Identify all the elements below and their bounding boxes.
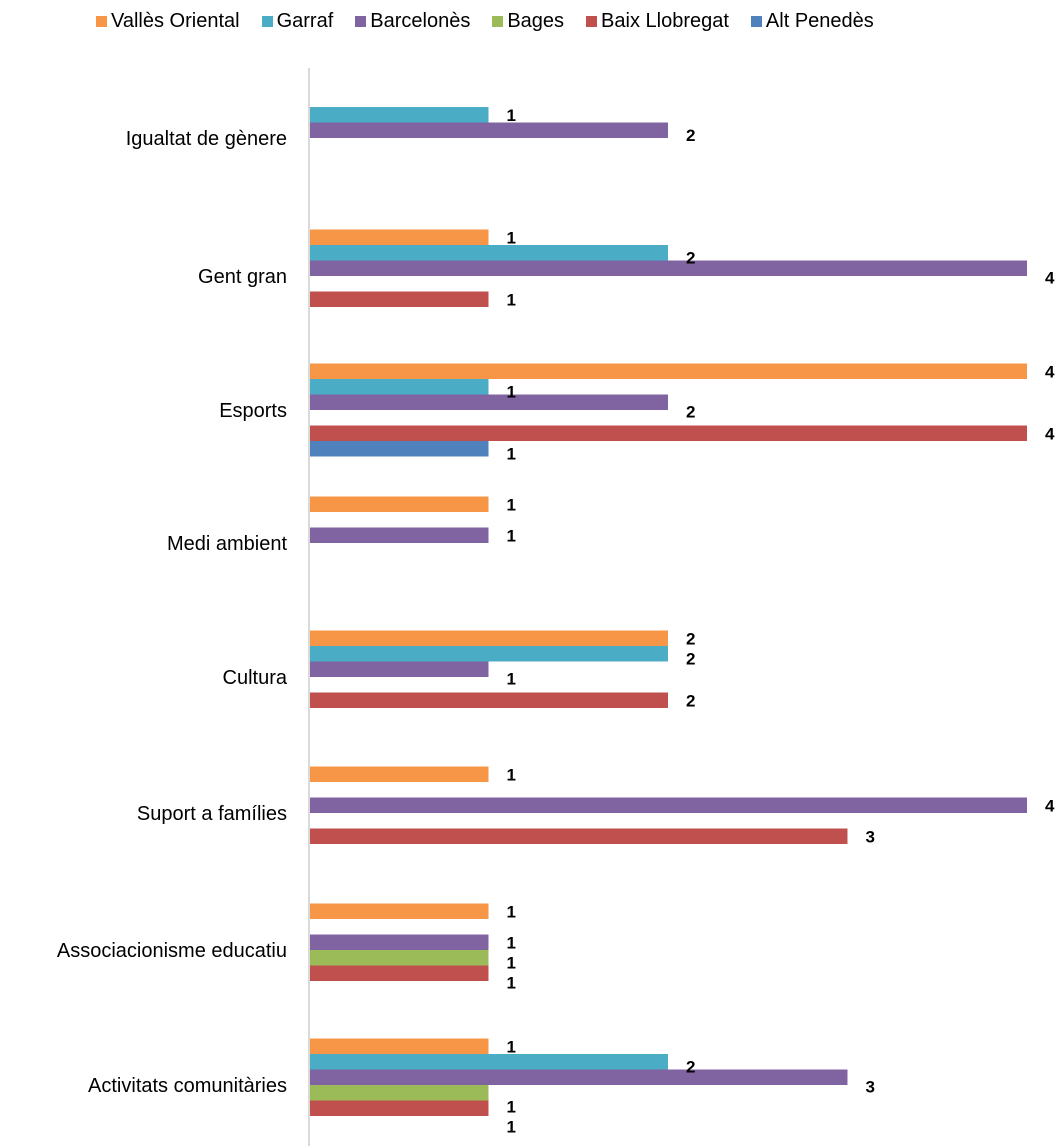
bar — [310, 229, 489, 245]
category-label: Activitats comunitàries — [88, 1075, 287, 1097]
data-label: 1 — [507, 902, 516, 921]
legend: Vallès Oriental Garraf Barcelonès Bages Baix… — [96, 6, 1056, 36]
data-label: 2 — [686, 649, 695, 668]
legend-item: Bages — [492, 10, 564, 33]
data-label: 1 — [507, 495, 516, 514]
bar — [310, 363, 1027, 379]
bar — [310, 245, 668, 261]
data-label: 4 — [1045, 268, 1055, 287]
bar — [310, 950, 489, 966]
data-label: 2 — [686, 248, 695, 267]
legend-item: Alt Penedès — [750, 9, 874, 33]
bar — [310, 692, 668, 708]
bar — [310, 766, 489, 782]
data-label: 1 — [507, 669, 516, 688]
legend-swatch — [586, 15, 598, 27]
category-label: Medi ambient — [167, 533, 288, 555]
legend-label: Barcelonès — [370, 9, 471, 32]
legend-swatch — [355, 15, 367, 27]
bar — [310, 630, 668, 646]
legend-label: Alt Penedès — [765, 9, 874, 32]
bar — [310, 903, 489, 919]
category-label: Cultura — [223, 667, 288, 689]
data-label: 1 — [507, 382, 516, 401]
bar — [310, 965, 489, 981]
bar — [310, 1069, 848, 1085]
bar — [310, 934, 489, 950]
bar — [310, 828, 848, 844]
data-label: 1 — [507, 1097, 516, 1116]
data-label: 2 — [686, 691, 695, 710]
bar — [310, 379, 489, 395]
legend-item: Garraf — [261, 9, 334, 33]
data-label: 2 — [686, 629, 695, 648]
bar — [310, 1054, 668, 1070]
data-label: 1 — [507, 228, 516, 247]
category-label: Gent gran — [198, 266, 287, 288]
bar — [310, 496, 489, 512]
bar — [310, 260, 1027, 276]
data-label: 3 — [866, 1077, 875, 1096]
data-label: 1 — [507, 106, 516, 125]
data-label: 1 — [507, 953, 516, 972]
data-label: 3 — [866, 827, 875, 846]
legend-swatch — [492, 15, 504, 27]
bar — [310, 1100, 489, 1116]
data-label: 2 — [686, 1057, 695, 1076]
data-label: 2 — [686, 126, 695, 145]
bar — [310, 646, 668, 662]
bar — [310, 107, 489, 123]
data-label: 1 — [507, 765, 516, 784]
category-label: Igualtat de gènere — [126, 128, 287, 150]
data-label: 1 — [507, 1117, 516, 1136]
legend-item: Baix Llobregat — [586, 10, 729, 33]
data-label: 4 — [1045, 796, 1055, 815]
category-label: Esports — [219, 400, 287, 422]
bar — [310, 122, 668, 138]
data-label: 1 — [507, 1037, 516, 1056]
data-label: 4 — [1045, 362, 1055, 381]
data-label: 1 — [507, 290, 516, 309]
category-label: Associacionisme educatiu — [57, 940, 287, 962]
legend-label: Garraf — [276, 9, 334, 32]
data-label: 1 — [507, 526, 516, 545]
bar — [310, 797, 1027, 813]
data-label: 1 — [507, 933, 516, 952]
data-label: 1 — [507, 444, 516, 463]
legend-swatch — [96, 15, 107, 27]
data-label: 1 — [507, 973, 516, 992]
category-label: Suport a famílies — [137, 803, 287, 825]
legend-swatch — [750, 15, 762, 27]
legend-item: Vallès Oriental — [96, 10, 240, 33]
legend-swatch — [261, 15, 273, 27]
bar — [310, 527, 489, 543]
bar — [310, 1038, 489, 1054]
bar — [310, 1085, 489, 1101]
bar — [310, 661, 489, 677]
bar — [310, 441, 489, 457]
legend-label: Baix Llobregat — [601, 9, 729, 32]
legend-label: Bages — [507, 9, 565, 32]
legend-item: Barcelonès — [355, 10, 470, 33]
legend-label: Vallès Oriental — [111, 9, 240, 32]
data-label: 4 — [1045, 424, 1055, 443]
bar — [310, 394, 668, 410]
bar — [310, 425, 1027, 441]
data-label: 2 — [686, 402, 695, 421]
bar — [310, 291, 489, 307]
